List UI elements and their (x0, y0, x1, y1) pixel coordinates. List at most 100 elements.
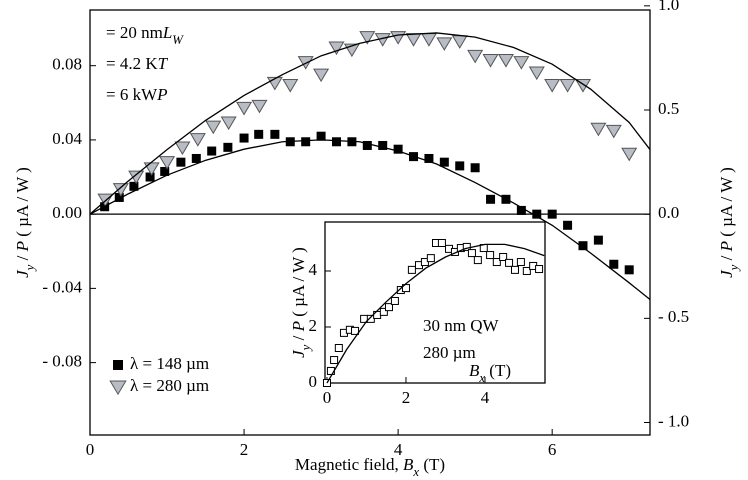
y2-tick-label: 1.0 (658, 0, 679, 14)
triangle-point (313, 68, 330, 83)
y-tick-label: - 0.08 (42, 352, 82, 371)
open-square-point (499, 253, 508, 261)
square-point (223, 142, 233, 152)
y-tick-label: 2 (309, 316, 318, 335)
legend-marker (113, 360, 123, 370)
y2-tick-label: 0.5 (658, 99, 679, 118)
triangle-point (528, 66, 545, 81)
x-tick-label: 6 (548, 440, 557, 459)
y2-axis-label-part: y (727, 264, 741, 272)
square-point (301, 137, 311, 147)
open-square-point (510, 265, 519, 274)
x-tick-label: 0 (86, 440, 95, 459)
y-axis-label-part: ( µA / W ) (289, 247, 308, 321)
triangle-point (497, 54, 514, 68)
y-axis-label-part: / (13, 251, 32, 264)
x-axis-label-part: (T) (419, 455, 445, 474)
triangle-point (282, 79, 299, 93)
triangle-point (482, 54, 499, 68)
open-square-point (486, 251, 495, 260)
annotation-part: T (158, 54, 169, 73)
y2-axis-label-part: ( µA / W ) (717, 167, 736, 241)
y-axis-label-part: P (289, 321, 308, 332)
open-square-point (535, 265, 544, 274)
open-square-point (390, 296, 399, 305)
x-tick-label: 4 (394, 440, 403, 459)
open-square-point (407, 265, 416, 274)
triangle-point (328, 41, 345, 56)
y-tick-label: 0.08 (52, 55, 82, 74)
triangle-point (559, 79, 576, 93)
open-square-point (516, 258, 525, 267)
open-square-point (401, 284, 410, 293)
square-point (424, 153, 434, 163)
triangle-point (220, 116, 237, 131)
triangle-point (189, 133, 206, 147)
x-tick-label: 0 (323, 388, 332, 407)
open-square-point (426, 254, 435, 263)
triangle-point (112, 183, 129, 197)
annotation: = 20 nmLW (106, 23, 184, 47)
square-point (191, 153, 201, 163)
square-point (160, 166, 170, 176)
triangle-point (621, 147, 638, 162)
square-point (331, 137, 341, 147)
x-tick-label: 4 (481, 388, 490, 407)
triangle-point (467, 49, 484, 64)
y2-axis-label-part: / (717, 251, 736, 264)
x-axis-label-part: B (403, 455, 414, 474)
y2-axis-label: Jy / P ( µA / W ) (717, 167, 741, 278)
annotation-part: = 4.2 K (106, 54, 158, 73)
x-axis-label-part: x (478, 371, 485, 385)
open-square-point (473, 256, 482, 265)
annotation: = 4.2 KT (106, 54, 169, 73)
triangle-point (174, 141, 191, 156)
annotation: = 6 kWP (106, 85, 168, 104)
fit-line (89, 139, 651, 301)
y2-tick-label: - 0.5 (658, 307, 689, 326)
x-axis-label-part: (T) (485, 361, 511, 380)
y-axis-label: Jy / P ( µA / W ) (289, 247, 313, 358)
x-axis-label-part: B (469, 361, 480, 380)
legend-label: λ = 280 µm (130, 376, 209, 395)
y2-axis-label-part: P (717, 241, 736, 252)
square-point (270, 129, 280, 139)
square-point (609, 259, 619, 269)
open-square-point (379, 307, 388, 316)
square-point (486, 194, 496, 204)
y-tick-label: 0.00 (52, 203, 82, 222)
square-point (207, 146, 217, 156)
square-point (563, 220, 573, 230)
y2-tick-label: - 1.0 (658, 411, 689, 430)
triangle-point (236, 101, 253, 116)
y-tick-label: - 0.04 (42, 277, 82, 296)
square-point (316, 131, 326, 141)
x-tick-label: 2 (402, 388, 411, 407)
square-point (439, 157, 449, 167)
square-point (362, 140, 372, 150)
y-tick-label: 0 (309, 372, 318, 391)
open-square-point (505, 258, 514, 267)
legend-label: λ = 148 µm (130, 354, 209, 373)
square-point (378, 140, 388, 150)
fit-line (89, 32, 651, 215)
square-point (239, 133, 249, 143)
y-axis-label-part: ( µA / W ) (13, 167, 32, 241)
annotation-part: = 20 nm (106, 23, 163, 42)
square-point (254, 129, 264, 139)
annotation: 280 µm (423, 343, 476, 362)
annotation-part: P (156, 85, 167, 104)
square-point (129, 181, 139, 191)
annotation-part: W (172, 33, 184, 47)
open-square-point (334, 344, 343, 352)
y-axis-label-part: J (13, 269, 32, 278)
legend-marker (109, 380, 127, 396)
y-axis-label: Jy / P ( µA / W ) (13, 167, 37, 278)
triangle-point (436, 37, 453, 51)
open-square-point (467, 249, 476, 258)
triangle-point (590, 122, 607, 137)
square-point (176, 157, 186, 167)
open-square-point (522, 267, 531, 275)
open-square-point (384, 303, 393, 312)
